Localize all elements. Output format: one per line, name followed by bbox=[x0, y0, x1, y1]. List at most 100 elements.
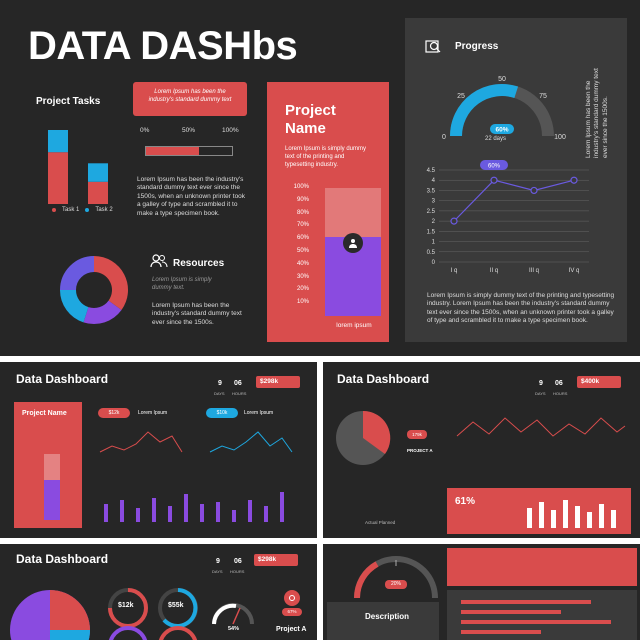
thumb4-description: Description bbox=[365, 612, 410, 621]
y-tick-label: 4 bbox=[432, 178, 436, 184]
thumb1-pill-1: $12k bbox=[98, 408, 130, 418]
data-point-1 bbox=[450, 217, 458, 225]
progress-tick-label: 90% bbox=[296, 196, 309, 203]
thumb-slide-4[interactable]: 20% Description bbox=[323, 544, 640, 640]
thumb3-days: DAYS bbox=[212, 569, 223, 574]
task-bar-2-seg-1 bbox=[88, 181, 108, 204]
x-tick-label: IV q bbox=[569, 268, 580, 274]
thumb1-days: DAYS bbox=[214, 391, 225, 396]
thumb-slide-1[interactable]: Data Dashboard 9 06 DAYS HOURS $298k Pro… bbox=[0, 362, 317, 538]
thumb1-six: 06 bbox=[234, 380, 242, 387]
thumb3-gauge bbox=[212, 603, 254, 625]
gauge-label: 100 bbox=[554, 134, 566, 141]
main-slide: DATA DASHbs Project Tasks Task 1 Task 2 … bbox=[0, 0, 640, 356]
task-bar-chart bbox=[48, 130, 108, 204]
thumb2-legend: Actual Planned bbox=[365, 520, 396, 525]
resources-body: Lorem Ipsum has been the industry's stan… bbox=[152, 302, 242, 326]
scale-50: 50% bbox=[182, 127, 196, 134]
gauge-label: 50 bbox=[498, 76, 506, 83]
thumb3-k12: $12k bbox=[118, 602, 134, 609]
thumb4-bar-panel bbox=[447, 590, 637, 640]
thumb-slide-2[interactable]: Data Dashboard 9 06 DAYS HOURS $400k 179… bbox=[323, 362, 640, 538]
thumb2-hours: HOURS bbox=[553, 391, 568, 396]
thumb1-project-title: Project Name bbox=[22, 410, 67, 417]
thumb2-nine: 9 bbox=[539, 380, 543, 387]
progress-tick-label: 70% bbox=[296, 222, 309, 229]
thumb1-project-panel: Project Name bbox=[14, 402, 82, 528]
gauge-fill bbox=[450, 84, 519, 137]
thumb1-nine: 9 bbox=[218, 380, 222, 387]
quarter-line-chart: 4.5 4 3.5 3 2.5 2 1.5 1 0.5 0 I q II q III q IV q 60% bbox=[427, 160, 589, 274]
progress-tick-label: 100% bbox=[293, 184, 309, 190]
thumb1-money-badge: $298k bbox=[256, 376, 300, 388]
thumb2-bar-panel: 61% bbox=[447, 488, 631, 534]
callout-text: Lorem Ipsum has been the industry's stan… bbox=[148, 89, 232, 103]
thumb1-column bbox=[44, 454, 60, 520]
thumb3-hours: HOURS bbox=[230, 569, 245, 574]
data-point-2 bbox=[490, 176, 498, 184]
thumb4-desc-panel: Description bbox=[327, 602, 439, 640]
resources-donut-chart bbox=[60, 256, 128, 324]
y-tick-label: 4.5 bbox=[427, 168, 436, 174]
thumb-slide-3[interactable]: Data Dashboard 9 06 DAYS HOURS $298k $12… bbox=[0, 544, 317, 640]
text-block-1: Lorem Ipsum has been the industry's stan… bbox=[137, 176, 246, 217]
thumb3-badge: 67% bbox=[282, 608, 302, 616]
gauge-value-pill bbox=[490, 124, 514, 134]
donut-slice-4 bbox=[60, 256, 95, 291]
progress-side-text: Lorem Ipsum has been the industry's stan… bbox=[585, 68, 609, 158]
x-tick-label: III q bbox=[529, 268, 539, 274]
progress-heading: Progress bbox=[455, 41, 499, 52]
thumb2-money-badge: $400k bbox=[577, 376, 621, 388]
progress-column-label: lorem ipsum bbox=[336, 322, 372, 329]
y-tick-label: 1.5 bbox=[427, 229, 436, 235]
donut-slice-2 bbox=[83, 300, 122, 324]
thumb2-title: Data Dashboard bbox=[337, 372, 430, 386]
thumb3-six: 06 bbox=[234, 558, 242, 565]
thumb2-pie bbox=[336, 410, 391, 465]
callout-banner: Lorem Ipsum has been the industry's stan… bbox=[133, 82, 247, 116]
x-tick-label: I q bbox=[451, 268, 458, 274]
people-icon bbox=[150, 254, 168, 273]
progress-ticks: 100% 90% 80% 70% 60% 50% 40% 30% 20% 10% bbox=[287, 184, 309, 314]
resources-heading: Resources bbox=[173, 258, 225, 269]
progress-gauge: 0 25 50 75 100 60% bbox=[442, 76, 566, 141]
thumb3-ring-4 bbox=[159, 626, 197, 640]
data-point-4 bbox=[570, 176, 578, 184]
gauge-label: 0 bbox=[442, 134, 446, 141]
project-name-title: Project Name bbox=[285, 102, 336, 137]
progress-tick-label: 60% bbox=[296, 235, 309, 242]
thumb1-bar-chart bbox=[104, 492, 284, 522]
thumb1-hours: HOURS bbox=[232, 391, 247, 396]
progress-tick-label: 20% bbox=[296, 286, 309, 293]
thumb3-title: Data Dashboard bbox=[16, 552, 109, 566]
progress-tick-label: 30% bbox=[296, 273, 309, 280]
data-point-3 bbox=[530, 186, 538, 195]
project-name-panel: Project Name Lorem Ipsum is simply dummy… bbox=[267, 82, 389, 342]
thumb4-gauge bbox=[354, 556, 438, 599]
gauge-value: 60% bbox=[495, 127, 508, 134]
progress-tick-label: 80% bbox=[296, 209, 309, 216]
x-tick-label: II q bbox=[490, 268, 498, 274]
task-bar-1-seg-2 bbox=[48, 130, 68, 153]
thumb1-lorem-2: Lorem Ipsum bbox=[244, 410, 274, 416]
task-bar-2-seg-2 bbox=[88, 163, 108, 182]
scale-bar-fill bbox=[146, 147, 200, 155]
line-badge-text: 60% bbox=[488, 164, 501, 170]
task1-legend-label: Task 1 bbox=[62, 207, 80, 213]
line-badge bbox=[480, 160, 508, 170]
progress-tick-label: 40% bbox=[296, 260, 309, 267]
progress-panel: Progress 0 25 50 75 100 60% 22 days Lorem Ips… bbox=[405, 18, 627, 342]
thumb4-gauge-pct: 20% bbox=[385, 580, 407, 589]
progress-tick-label: 10% bbox=[296, 299, 309, 306]
task2-legend-label: Task 2 bbox=[95, 207, 113, 213]
thumb3-nine: 9 bbox=[216, 558, 220, 565]
resources-italic: Lorem Ipsum is simply dummy text. bbox=[152, 277, 212, 291]
gauge-days: 22 days bbox=[485, 136, 507, 142]
thumb2-badge: 179k bbox=[407, 430, 427, 439]
thumb2-line bbox=[456, 417, 626, 437]
task-legend: Task 1 Task 2 bbox=[52, 207, 113, 213]
task-bar-1-seg-1 bbox=[48, 152, 68, 204]
y-tick-label: 1 bbox=[432, 240, 436, 246]
progress-tick-label: 50% bbox=[296, 248, 309, 254]
gauge-label: 75 bbox=[539, 93, 547, 100]
